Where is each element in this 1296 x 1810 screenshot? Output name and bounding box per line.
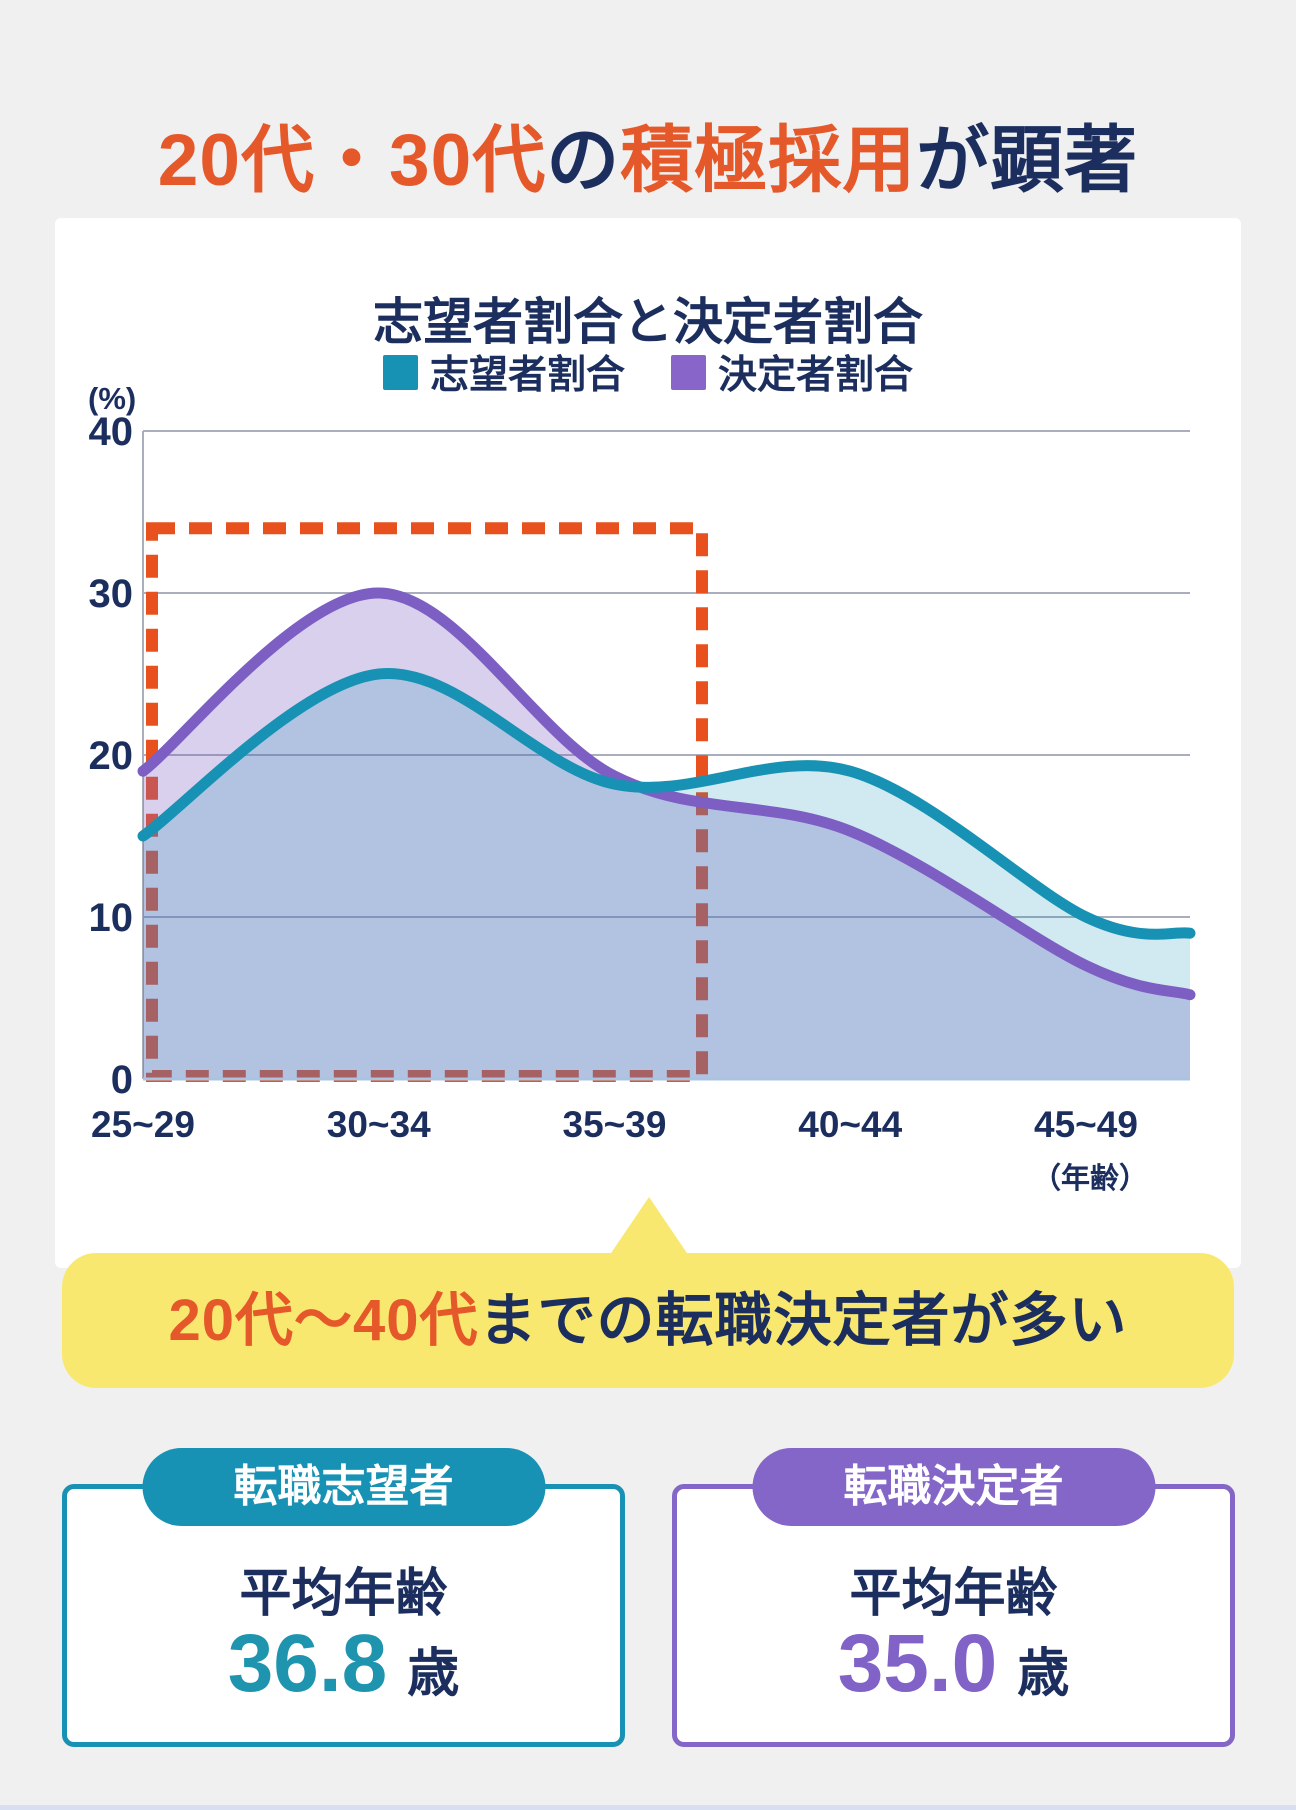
page-title-plain-1: の [546,119,621,201]
banner-highlight: 20代〜40代 [168,1288,479,1353]
deciders-badge: 転職決定者 [752,1448,1155,1526]
x-tick-label: 40~44 [798,1104,902,1145]
applicants-stat-card: 転職志望者 平均年齢 36.8 歳 [62,1448,625,1747]
area-chart-plot: 40 30 20 10 025~29 30~34 35~39 40~44 45~49 （年齢） [89,410,1196,1195]
page-title-plain-2: が顕著 [916,119,1139,201]
applicants-area [143,673,1190,1079]
x-tick-label: 30~34 [327,1104,431,1145]
chart-title: 志望者割合と決定者割合 [373,293,923,350]
x-tick-label: 35~39 [563,1104,667,1145]
callout-banner: 20代〜40代までの転職決定者が多い [62,1253,1234,1388]
legend-label-applicants: 志望者割合 [429,354,625,397]
page-title-highlight-1: 20代・30代 [157,119,547,201]
y-tick-label: 0 [111,1058,133,1102]
x-axis-unit-label: （年齢） [1032,1161,1148,1195]
deciders-area [143,592,1190,1079]
applicants-stat-value: 36.8 歳 [67,1617,620,1711]
x-tick-label: 25~29 [91,1104,195,1145]
deciders-stat-card: 転職決定者 平均年齢 35.0 歳 [672,1448,1235,1747]
applicants-badge: 転職志望者 [142,1448,545,1526]
callout-pointer-icon [607,1197,691,1259]
page-title: 20代・30代の積極採用が顕著 [0,111,1296,211]
y-tick-label: 10 [89,896,134,940]
y-tick-label: 30 [89,572,134,616]
deciders-line [137,587,1196,1001]
applicants-stat-label: 平均年齢 [239,1565,448,1623]
legend-label-deciders: 決定者割合 [718,354,914,397]
applicants-line [137,668,1196,940]
y-tick-label: 40 [89,410,134,454]
chart-legend: 志望者割合 決定者割合 [0,344,1296,400]
legend-item-deciders: 決定者割合 [671,344,913,400]
deciders-stat-label: 平均年齢 [849,1565,1058,1623]
deciders-average-age: 35.0 [837,1618,998,1709]
banner-text: までの転職決定者が多い [478,1288,1128,1353]
applicants-swatch-icon [382,354,418,390]
y-tick-label: 20 [89,734,134,778]
deciders-stat-value: 35.0 歳 [677,1617,1230,1711]
deciders-age-unit: 歳 [1017,1645,1070,1703]
applicants-average-age: 36.8 [227,1618,388,1709]
footer-strip [0,1805,1296,1810]
x-tick-label: 45~49 [1034,1104,1138,1145]
y-axis-unit-label: (%) [88,381,137,416]
page-title-highlight-2: 積極採用 [620,119,917,201]
applicants-age-unit: 歳 [407,1645,460,1703]
deciders-swatch-icon [671,354,706,390]
legend-item-applicants: 志望者割合 [382,344,625,400]
